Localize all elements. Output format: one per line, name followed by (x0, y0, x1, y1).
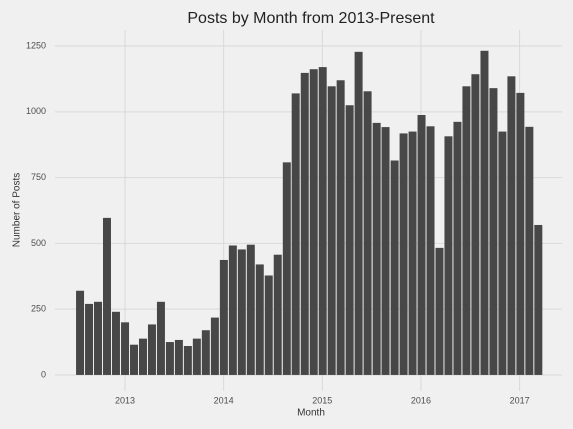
bar (336, 80, 345, 375)
bar (480, 50, 489, 375)
x-axis-label: Month (297, 408, 325, 419)
bar (237, 249, 246, 375)
bar (174, 339, 183, 375)
bar (516, 92, 525, 375)
bar (525, 126, 534, 375)
x-tick-label: 2016 (411, 395, 431, 405)
y-tick-label: 1000 (26, 106, 46, 116)
bar (498, 131, 507, 375)
bar (354, 51, 363, 375)
x-tick-label: 2013 (115, 395, 135, 405)
bar (192, 338, 201, 375)
bar (309, 69, 318, 375)
bar (408, 131, 417, 375)
bar (507, 76, 516, 375)
bar (426, 126, 435, 375)
bar (273, 254, 282, 375)
bar (345, 105, 354, 375)
y-tick-label: 750 (31, 172, 46, 182)
y-tick-label: 0 (41, 369, 46, 379)
y-tick-label: 250 (31, 304, 46, 314)
bar (318, 67, 327, 375)
bar (381, 127, 390, 375)
bar (471, 74, 480, 375)
bar (201, 330, 210, 375)
bar (291, 93, 300, 375)
bar (138, 338, 147, 375)
bar (219, 259, 228, 375)
bar (85, 303, 94, 375)
bar (372, 122, 381, 375)
bar (282, 162, 291, 375)
y-tick-label: 1250 (26, 40, 46, 50)
bar (444, 136, 453, 375)
bar (390, 160, 399, 375)
bar (264, 275, 273, 375)
bar (399, 133, 408, 375)
bar (165, 342, 174, 375)
bar (255, 264, 264, 375)
bar (183, 346, 192, 375)
bar (121, 322, 130, 375)
bar (453, 121, 462, 375)
bar (111, 311, 120, 375)
bar (94, 301, 103, 375)
bar (300, 72, 309, 375)
y-tick-label: 500 (31, 238, 46, 248)
bar (534, 224, 543, 375)
bar (76, 290, 85, 375)
chart-title: Posts by Month from 2013-Present (187, 10, 435, 27)
bar (228, 245, 237, 375)
bar (210, 317, 219, 375)
x-tick-label: 2014 (214, 395, 234, 405)
bar (102, 217, 111, 375)
bar (417, 114, 426, 375)
bar (435, 247, 444, 375)
bar (462, 86, 471, 375)
bar (246, 244, 255, 375)
bar (156, 301, 165, 375)
bar (489, 88, 498, 375)
x-tick-label: 2015 (312, 395, 332, 405)
bar (147, 324, 156, 375)
x-tick-label: 2017 (510, 395, 530, 405)
y-axis-label: Number of Posts (12, 173, 23, 247)
bar (327, 86, 336, 375)
bar (363, 91, 372, 375)
bar (130, 344, 139, 375)
